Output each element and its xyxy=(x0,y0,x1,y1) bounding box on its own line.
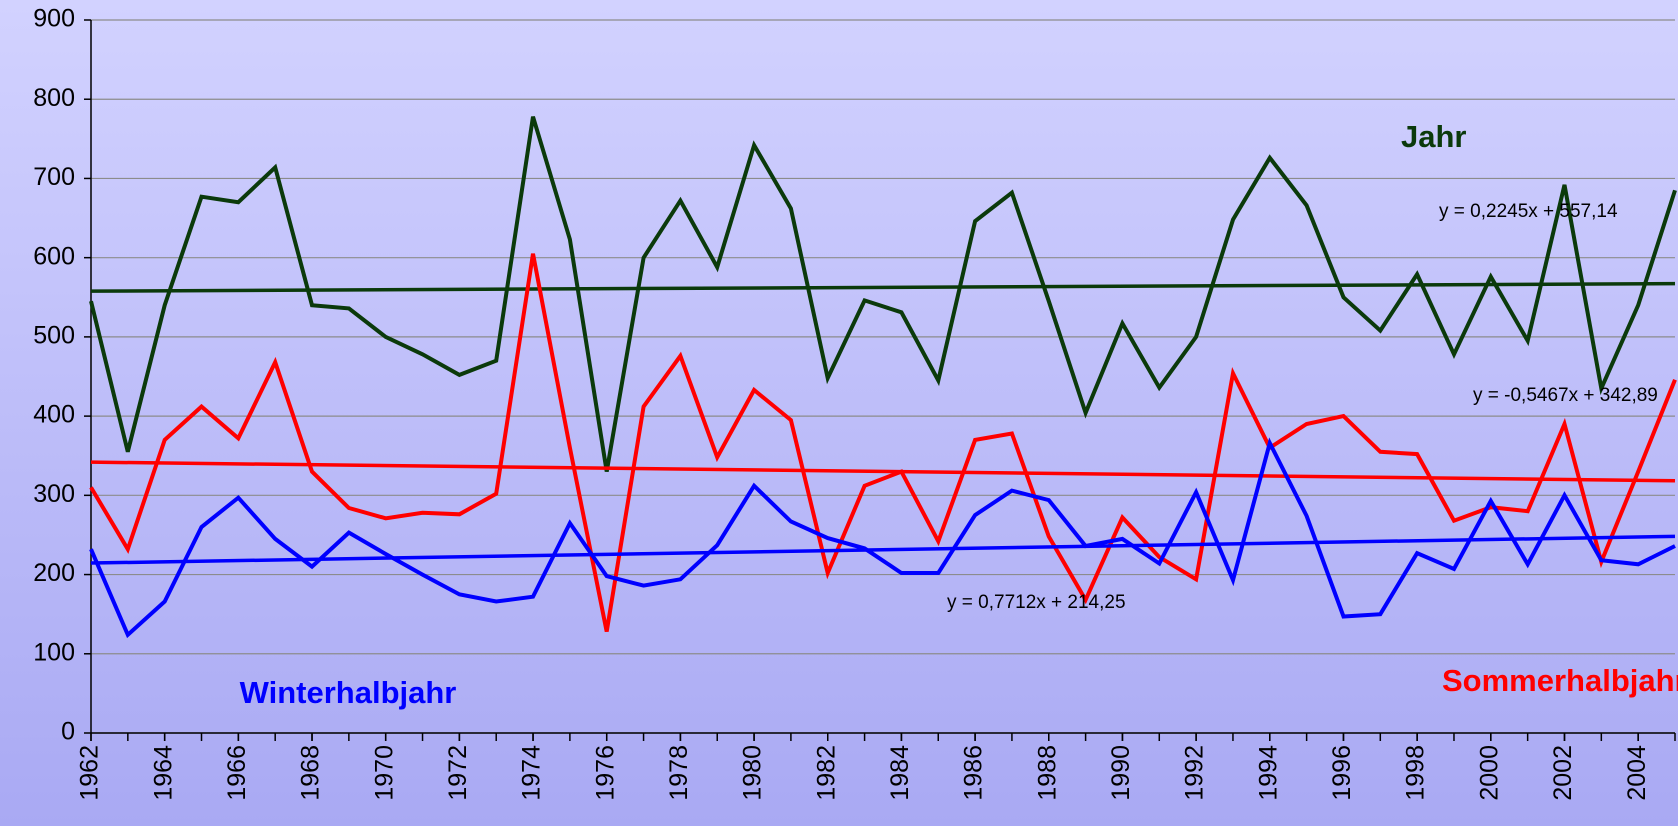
y-tick-label: 600 xyxy=(33,242,75,270)
x-tick-label: 1962 xyxy=(76,745,104,801)
series-label: Jahr xyxy=(1401,119,1466,154)
y-tick-label: 400 xyxy=(33,401,75,429)
x-tick-label: 1986 xyxy=(960,745,988,801)
trend-equation: y = 0,2245x + 557,14 xyxy=(1439,201,1618,222)
y-tick-label: 0 xyxy=(61,718,75,746)
x-tick-label: 1976 xyxy=(591,745,619,801)
x-tick-label: 1970 xyxy=(370,745,398,801)
x-tick-label: 2002 xyxy=(1549,745,1577,801)
x-tick-label: 2000 xyxy=(1475,745,1503,801)
trend-equation: y = -0,5467x + 342,89 xyxy=(1473,385,1658,406)
y-tick-label: 800 xyxy=(33,84,75,112)
y-tick-label: 700 xyxy=(33,163,75,191)
x-tick-label: 1984 xyxy=(886,745,914,801)
y-tick-label: 200 xyxy=(33,559,75,587)
x-tick-label: 1988 xyxy=(1033,745,1061,801)
y-tick-label: 300 xyxy=(33,480,75,508)
x-tick-label: 1998 xyxy=(1402,745,1430,801)
y-tick-label: 100 xyxy=(33,638,75,666)
x-tick-label: 1972 xyxy=(444,745,472,801)
x-tick-label: 1968 xyxy=(297,745,325,801)
x-tick-label: 1980 xyxy=(739,745,767,801)
x-tick-label: 2004 xyxy=(1623,745,1651,801)
trend-line xyxy=(90,460,1676,483)
x-tick-label: 1978 xyxy=(665,745,693,801)
data-line xyxy=(89,253,1677,632)
trend-line xyxy=(90,534,1676,565)
x-tick-label: 1996 xyxy=(1328,745,1356,801)
x-tick-label: 1964 xyxy=(149,745,177,801)
series-label: Sommerhalbjahr xyxy=(1442,663,1678,698)
data-line xyxy=(89,437,1676,639)
data-line xyxy=(89,116,1677,472)
trend-equation: y = 0,7712x + 214,25 xyxy=(947,592,1126,613)
y-tick-label: 500 xyxy=(33,321,75,349)
x-tick-label: 1966 xyxy=(223,745,251,801)
x-tick-label: 1974 xyxy=(518,745,546,801)
x-tick-label: 1982 xyxy=(812,745,840,801)
x-tick-label: 1992 xyxy=(1181,745,1209,801)
y-tick-label: 900 xyxy=(33,5,75,33)
series-label: Winterhalbjahr xyxy=(240,675,457,710)
x-tick-label: 1990 xyxy=(1107,745,1135,801)
x-tick-label: 1994 xyxy=(1254,745,1282,801)
